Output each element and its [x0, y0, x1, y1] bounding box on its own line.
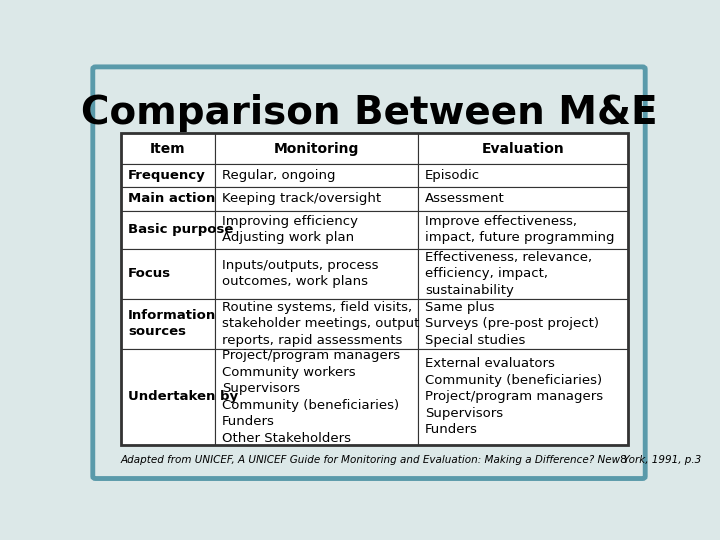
- Bar: [215, 164, 418, 187]
- Bar: [121, 133, 629, 446]
- Bar: [121, 164, 215, 187]
- Text: Keeping track/oversight: Keeping track/oversight: [222, 192, 381, 205]
- Text: Inputs/outputs, process
outcomes, work plans: Inputs/outputs, process outcomes, work p…: [222, 259, 379, 288]
- Text: 8: 8: [620, 455, 627, 465]
- Bar: [418, 299, 629, 349]
- Bar: [121, 299, 215, 349]
- Bar: [215, 133, 418, 164]
- Bar: [121, 133, 215, 164]
- Text: Regular, ongoing: Regular, ongoing: [222, 169, 336, 182]
- Text: Assessment: Assessment: [425, 192, 505, 205]
- Bar: [418, 211, 629, 248]
- Bar: [121, 211, 215, 248]
- Text: Item: Item: [150, 141, 186, 156]
- Bar: [418, 187, 629, 211]
- Text: Adapted from UNICEF, A UNICEF Guide for Monitoring and Evaluation: Making a Diff: Adapted from UNICEF, A UNICEF Guide for …: [121, 455, 702, 465]
- Text: Information
sources: Information sources: [128, 309, 216, 339]
- Bar: [215, 187, 418, 211]
- Bar: [418, 248, 629, 299]
- Bar: [215, 349, 418, 446]
- Bar: [121, 349, 215, 446]
- Text: Focus: Focus: [128, 267, 171, 280]
- Text: Evaluation: Evaluation: [482, 141, 564, 156]
- Text: Episodic: Episodic: [425, 169, 480, 182]
- Text: Effectiveness, relevance,
efficiency, impact,
sustainability: Effectiveness, relevance, efficiency, im…: [425, 251, 592, 296]
- Bar: [121, 187, 215, 211]
- Text: Frequency: Frequency: [128, 169, 206, 182]
- Text: External evaluators
Community (beneficiaries)
Project/program managers
Superviso: External evaluators Community (beneficia…: [425, 357, 603, 436]
- Bar: [121, 248, 215, 299]
- Bar: [215, 299, 418, 349]
- Bar: [215, 211, 418, 248]
- Bar: [215, 248, 418, 299]
- Text: Same plus
Surveys (pre-post project)
Special studies: Same plus Surveys (pre-post project) Spe…: [425, 301, 599, 347]
- Bar: [418, 349, 629, 446]
- Text: Improve effectiveness,
impact, future programming: Improve effectiveness, impact, future pr…: [425, 215, 614, 245]
- Text: Basic purpose: Basic purpose: [128, 223, 233, 236]
- Text: Project/program managers
Community workers
Supervisors
Community (beneficiaries): Project/program managers Community worke…: [222, 349, 400, 445]
- Text: Routine systems, field visits,
stakeholder meetings, output
reports, rapid asses: Routine systems, field visits, stakehold…: [222, 301, 419, 347]
- Text: Main action: Main action: [128, 192, 215, 205]
- Bar: [418, 164, 629, 187]
- Text: Monitoring: Monitoring: [274, 141, 359, 156]
- Text: Comparison Between M&E: Comparison Between M&E: [81, 94, 657, 132]
- Bar: [418, 133, 629, 164]
- Text: Improving efficiency
Adjusting work plan: Improving efficiency Adjusting work plan: [222, 215, 358, 245]
- Text: Undertaken by: Undertaken by: [128, 390, 238, 403]
